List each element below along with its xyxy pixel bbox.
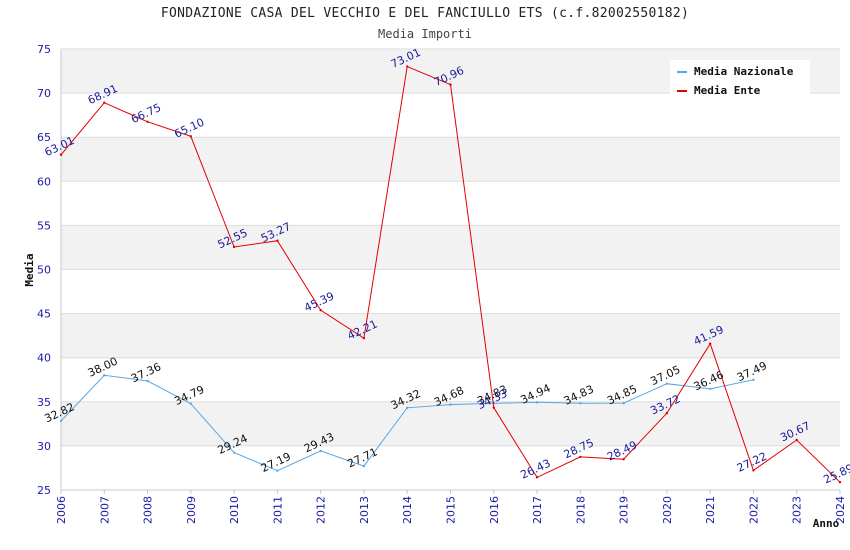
data-point <box>276 469 278 471</box>
data-label: 27.19 <box>259 450 293 475</box>
grid-band <box>61 402 840 446</box>
x-tick-label: 2011 <box>271 496 284 524</box>
x-tick-label: 2019 <box>618 496 631 524</box>
data-point <box>406 407 408 409</box>
data-label: 26.43 <box>519 457 553 482</box>
data-label: 45.39 <box>302 289 336 314</box>
data-point <box>190 135 192 137</box>
data-label: 38.00 <box>86 355 120 380</box>
data-point <box>579 456 581 458</box>
data-point <box>796 439 798 441</box>
data-label: 27.22 <box>735 450 769 475</box>
data-point <box>752 379 754 381</box>
x-tick-label: 2023 <box>791 496 804 524</box>
x-tick-label: 2006 <box>55 496 68 524</box>
y-tick-label: 60 <box>37 175 51 188</box>
data-point <box>363 337 365 339</box>
data-point <box>190 402 192 404</box>
data-point <box>839 481 841 483</box>
data-label: 25.89 <box>821 461 850 486</box>
data-point <box>406 65 408 67</box>
x-tick-label: 2013 <box>358 496 371 524</box>
y-tick-label: 50 <box>37 264 51 277</box>
y-axis-ticks: 25 30 35 40 45 50 55 60 65 70 75 <box>37 43 51 497</box>
y-axis-title: Media <box>23 253 36 286</box>
x-tick-label: 2018 <box>574 496 587 524</box>
data-point <box>363 465 365 467</box>
y-tick-label: 35 <box>37 396 51 409</box>
y-tick-label: 75 <box>37 43 51 56</box>
x-tick-label: 2010 <box>228 496 241 524</box>
x-tick-label: 2017 <box>531 496 544 524</box>
y-tick-label: 70 <box>37 87 51 100</box>
data-point <box>146 380 148 382</box>
legend: Media Nazionale Media Ente <box>670 60 810 102</box>
data-label: 37.36 <box>129 360 163 385</box>
x-tick-label: 2014 <box>401 496 414 524</box>
data-point <box>103 374 105 376</box>
data-point <box>60 420 62 422</box>
x-tick-label: 2022 <box>747 496 760 524</box>
legend-label-media-nazionale: Media Nazionale <box>694 65 794 78</box>
x-tick-label: 2012 <box>315 496 328 524</box>
data-point <box>449 83 451 85</box>
data-point <box>233 246 235 248</box>
grid-band <box>61 225 840 269</box>
data-point <box>233 451 235 453</box>
x-tick-label: 2016 <box>488 496 501 524</box>
data-point <box>60 154 62 156</box>
data-point <box>622 458 624 460</box>
data-point <box>579 402 581 404</box>
y-tick-label: 30 <box>37 440 51 453</box>
data-point <box>319 450 321 452</box>
data-point <box>276 239 278 241</box>
data-point <box>622 402 624 404</box>
data-label: 27.71 <box>345 445 379 470</box>
data-point <box>666 412 668 414</box>
data-point <box>536 401 538 403</box>
grid-band <box>61 137 840 181</box>
data-label: 66.75 <box>129 101 163 126</box>
x-axis-title: Anno <box>813 517 840 530</box>
data-point <box>449 403 451 405</box>
x-tick-label: 2020 <box>661 496 674 524</box>
data-label: 36.46 <box>692 368 726 393</box>
data-point <box>493 407 495 409</box>
y-tick-label: 65 <box>37 131 51 144</box>
x-axis-ticks: 2006 2007 2008 2009 2010 2011 2012 2013 2014 2015… <box>55 490 847 524</box>
data-point <box>146 121 148 123</box>
data-point <box>709 388 711 390</box>
data-point <box>103 102 105 104</box>
x-tick-label: 2021 <box>704 496 717 524</box>
x-tick-label: 2008 <box>142 496 155 524</box>
y-tick-label: 25 <box>37 484 51 497</box>
x-tick-label: 2015 <box>445 496 458 524</box>
y-tick-label: 55 <box>37 219 51 232</box>
x-tick-label: 2007 <box>98 496 111 524</box>
x-tick-label: 2009 <box>185 496 198 524</box>
data-point <box>752 469 754 471</box>
data-point <box>709 342 711 344</box>
y-tick-label: 45 <box>37 308 51 321</box>
legend-label-media-ente: Media Ente <box>694 84 761 97</box>
data-point <box>319 309 321 311</box>
y-tick-label: 40 <box>37 352 51 365</box>
data-point <box>666 383 668 385</box>
data-point <box>536 476 538 478</box>
